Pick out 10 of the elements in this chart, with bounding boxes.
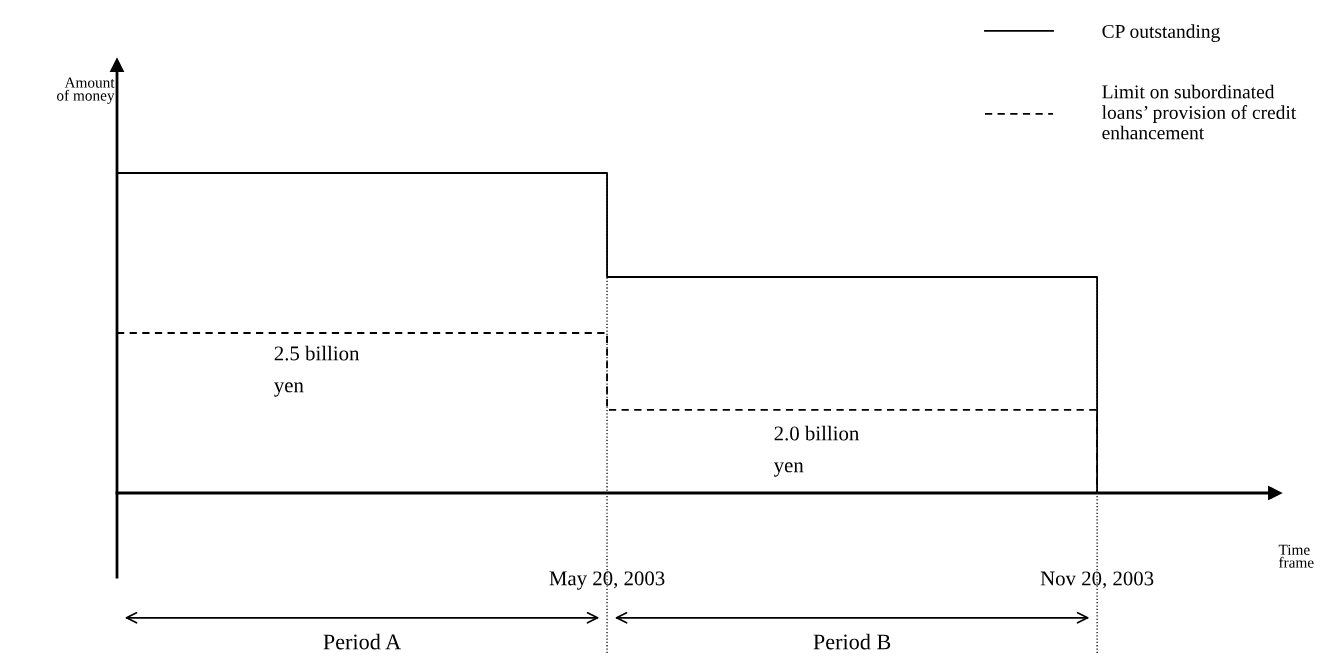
text: Period B [813, 633, 891, 650]
text: Period A [323, 633, 402, 650]
annotation: 2.5 billion yen [274, 345, 360, 397]
x-axis-title: Time frame [1278, 544, 1314, 568]
text: CP outstanding [1102, 24, 1220, 42]
text: Limit on subordinated loans’ provision of credit enhancement [1102, 84, 1297, 140]
y-axis-title: Amount of money [57, 77, 115, 104]
x-tick-label: May 20, 2003 [549, 571, 665, 590]
x-tick-label: Nov 20, 2003 [1040, 571, 1154, 589]
annotation: 2.0 billion yen [773, 425, 860, 477]
